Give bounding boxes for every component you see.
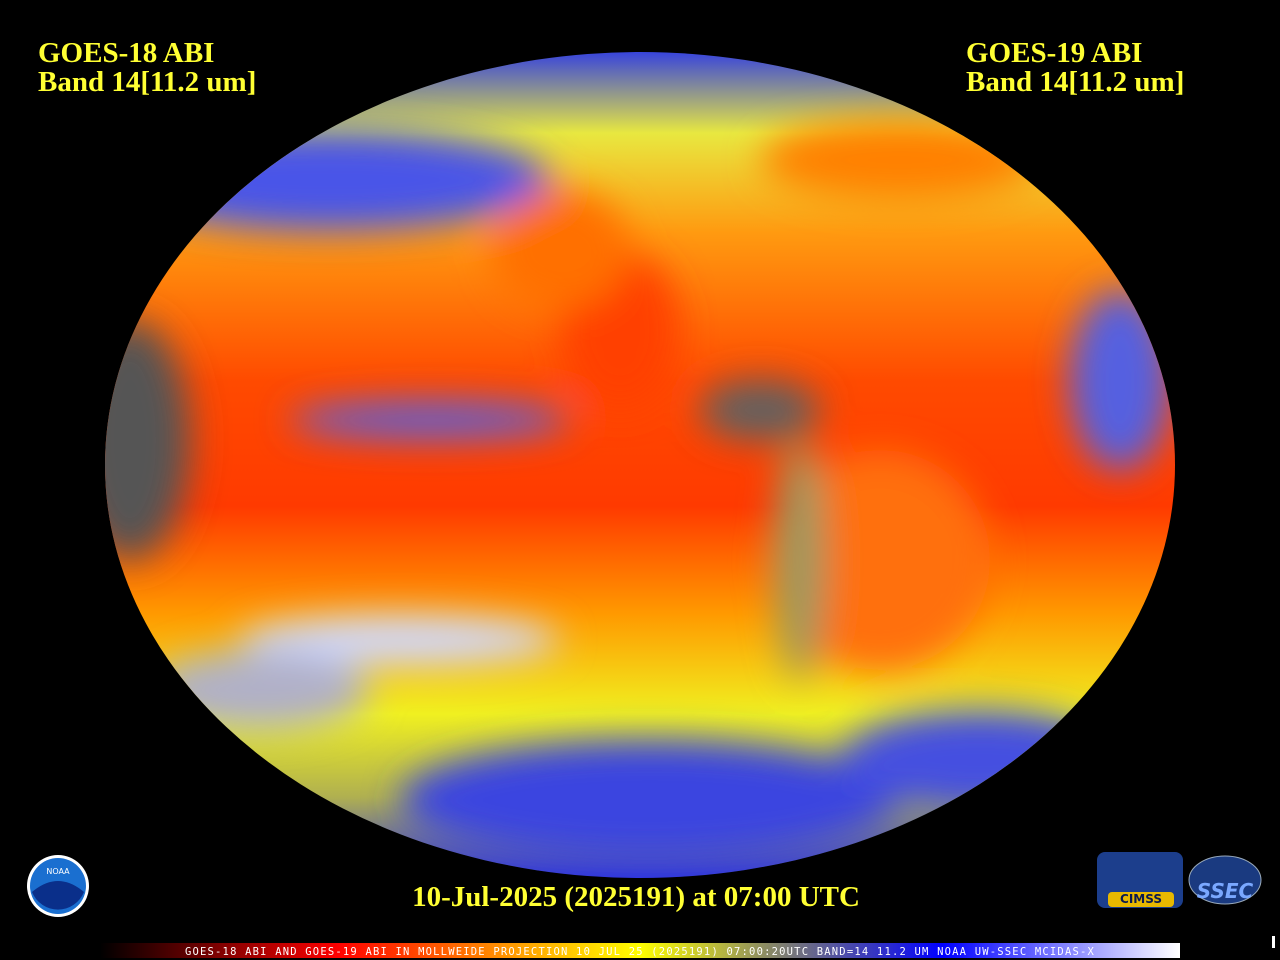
right-title: GOES-19 ABI <box>966 37 1142 69</box>
left-title: GOES-18 ABI <box>38 37 214 69</box>
earth-disk <box>105 52 1175 878</box>
noaa-label: NOAA <box>46 867 70 876</box>
noaa-logo: NOAA <box>27 855 89 917</box>
timestamp: 10-Jul-2025 (2025191) at 07:00 UTC <box>412 881 860 913</box>
ssec-label: SSEC <box>1197 879 1254 903</box>
color-bar <box>100 943 1180 958</box>
marker <box>1272 936 1275 948</box>
ssec-logo: SSEC <box>1188 855 1262 905</box>
caption: GOES-18 ABI AND GOES-19 ABI IN MOLLWEIDE… <box>185 946 1095 958</box>
left-subtitle: Band 14[11.2 um] <box>38 66 256 98</box>
cimss-label: CIMSS <box>1120 892 1162 906</box>
right-subtitle: Band 14[11.2 um] <box>966 66 1184 98</box>
cimss-logo: CIMSS <box>1097 852 1183 908</box>
